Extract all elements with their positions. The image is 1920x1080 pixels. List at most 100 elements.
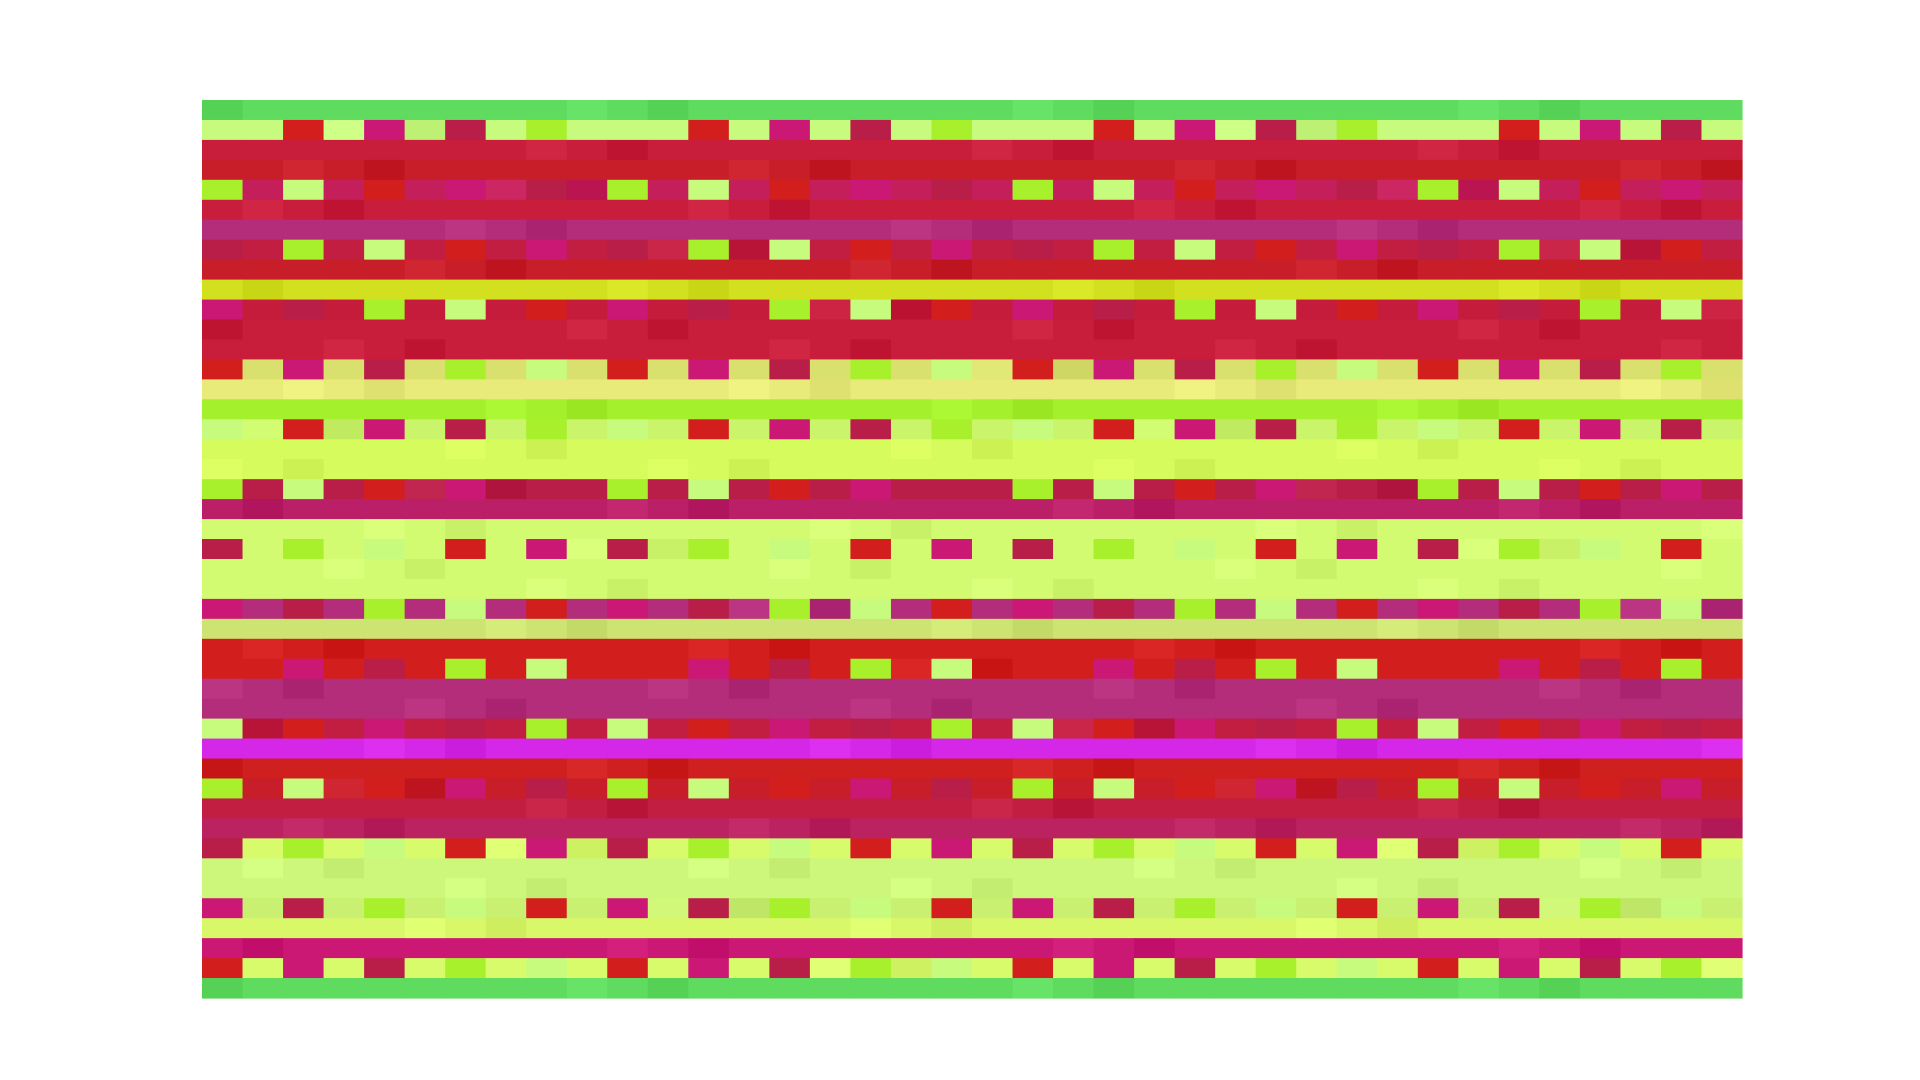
heatmap-cell	[1579, 179, 1622, 201]
heatmap-cell	[364, 718, 406, 740]
heatmap-cell	[1093, 818, 1135, 839]
heatmap-cell	[769, 838, 811, 859]
heatmap-cell	[1174, 638, 1216, 660]
heatmap-cell	[404, 638, 446, 660]
heatmap-cell	[323, 938, 365, 959]
heatmap-cell	[1620, 558, 1662, 580]
heatmap-cell	[526, 399, 568, 420]
heatmap-cell	[647, 558, 689, 580]
heatmap-cell	[769, 978, 811, 999]
heatmap-cell	[242, 578, 284, 600]
heatmap-cell	[1215, 479, 1257, 500]
heatmap-cell	[688, 239, 730, 261]
heatmap-cell	[404, 379, 446, 400]
heatmap-cell	[1579, 838, 1622, 859]
heatmap-cell	[850, 159, 892, 181]
heatmap-cell	[931, 100, 973, 121]
heatmap-cell	[688, 100, 730, 121]
heatmap-cell	[1336, 878, 1378, 899]
heatmap-cell	[809, 718, 852, 740]
heatmap-cell	[1620, 738, 1662, 760]
heatmap-cell	[202, 159, 244, 181]
heatmap-cell	[809, 379, 852, 400]
heatmap-cell	[1660, 638, 1703, 660]
heatmap-cell	[1660, 838, 1703, 859]
heatmap-cell	[1255, 479, 1297, 500]
heatmap-cell	[972, 598, 1014, 620]
heatmap-cell	[607, 379, 649, 400]
heatmap-cell	[1701, 419, 1743, 440]
heatmap-cell	[769, 778, 811, 800]
heatmap-cell	[242, 758, 284, 780]
heatmap-cell	[1498, 119, 1540, 141]
heatmap-cell	[1093, 319, 1135, 341]
heatmap-cell	[202, 539, 244, 560]
heatmap-cell	[323, 519, 365, 540]
heatmap-cell	[283, 139, 325, 161]
heatmap-cell	[1255, 678, 1297, 700]
heatmap-cell	[1701, 100, 1743, 121]
heatmap-cell	[485, 958, 527, 979]
heatmap-cell	[364, 978, 406, 999]
heatmap-cell	[242, 119, 284, 141]
heatmap-cell	[1620, 159, 1662, 181]
heatmap-cell	[1417, 658, 1459, 680]
heatmap-cell	[202, 918, 244, 939]
heatmap-cell	[1620, 978, 1662, 999]
heatmap-cell	[526, 379, 568, 400]
heatmap-cell	[1255, 878, 1297, 899]
heatmap-cell	[202, 978, 244, 999]
heatmap-cell	[1336, 199, 1378, 221]
heatmap-cell	[1701, 858, 1743, 879]
heatmap-cell	[445, 419, 487, 440]
heatmap-cell	[1579, 139, 1622, 161]
heatmap-cell	[1498, 738, 1540, 760]
heatmap-cell	[566, 918, 608, 939]
heatmap-cell	[769, 678, 811, 700]
heatmap-cell	[890, 558, 933, 580]
heatmap-cell	[283, 978, 325, 999]
heatmap-cell	[890, 399, 933, 420]
heatmap-cell	[1336, 778, 1378, 800]
heatmap-cell	[850, 578, 892, 600]
heatmap-cell	[1701, 718, 1743, 740]
heatmap-cell	[972, 259, 1014, 281]
heatmap-cell	[1093, 838, 1135, 859]
heatmap-cell	[364, 558, 406, 580]
heatmap-cell	[1377, 119, 1419, 141]
heatmap-cell	[283, 339, 325, 361]
heatmap-cell	[1255, 279, 1297, 301]
heatmap-cell	[526, 698, 568, 720]
heatmap-cell	[1174, 918, 1216, 939]
heatmap-cell	[1620, 399, 1662, 420]
heatmap-cell	[202, 838, 244, 859]
heatmap-cell	[1012, 938, 1054, 959]
heatmap-cell	[1579, 419, 1622, 440]
heatmap-cell	[404, 778, 446, 800]
heatmap-cell	[526, 738, 568, 760]
heatmap-cell	[769, 339, 811, 361]
heatmap-cell	[1336, 359, 1378, 380]
heatmap-cell	[1215, 558, 1257, 580]
heatmap-cell	[931, 578, 973, 600]
heatmap-cell	[1458, 539, 1500, 560]
heatmap-cell	[769, 598, 811, 620]
heatmap-cell	[1053, 738, 1095, 760]
heatmap-cell	[809, 738, 852, 760]
heatmap-cell	[526, 499, 568, 520]
heatmap-cell	[1377, 798, 1419, 819]
heatmap-cell	[242, 139, 284, 161]
heatmap-cell	[931, 558, 973, 580]
heatmap-cell	[1093, 499, 1135, 520]
heatmap-cell	[607, 678, 649, 700]
heatmap-cell	[1579, 918, 1622, 939]
heatmap-cell	[972, 838, 1014, 859]
heatmap-cell	[1174, 379, 1216, 400]
heatmap-cell	[283, 379, 325, 400]
heatmap-cell	[1174, 698, 1216, 720]
heatmap-cell	[445, 858, 487, 879]
heatmap-cell	[1134, 259, 1176, 281]
heatmap-cell	[850, 479, 892, 500]
heatmap-cell	[1134, 419, 1176, 440]
heatmap-cell	[809, 299, 852, 321]
